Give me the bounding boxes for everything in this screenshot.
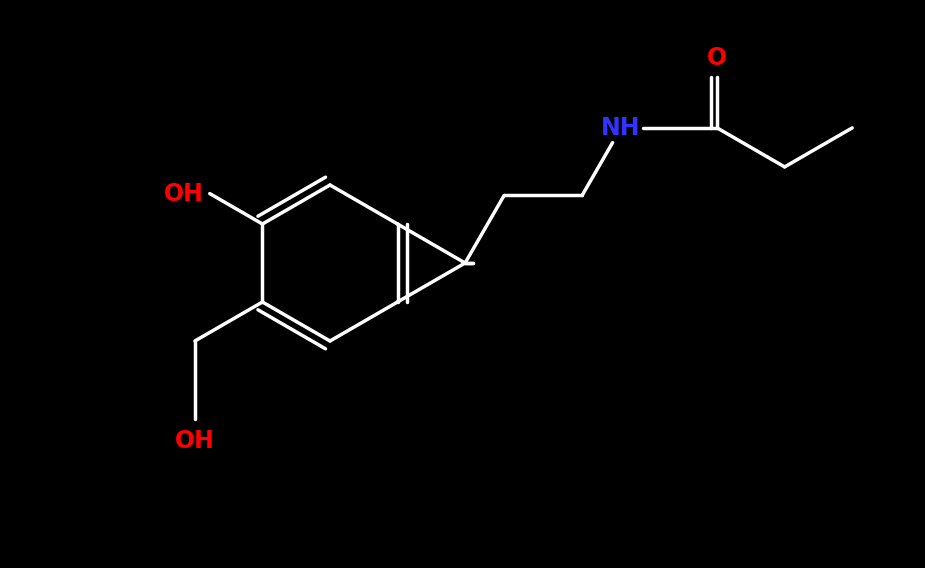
Text: O: O [707,46,727,70]
Text: OH: OH [175,429,215,453]
Text: NH: NH [601,116,641,140]
Text: OH: OH [164,182,204,206]
